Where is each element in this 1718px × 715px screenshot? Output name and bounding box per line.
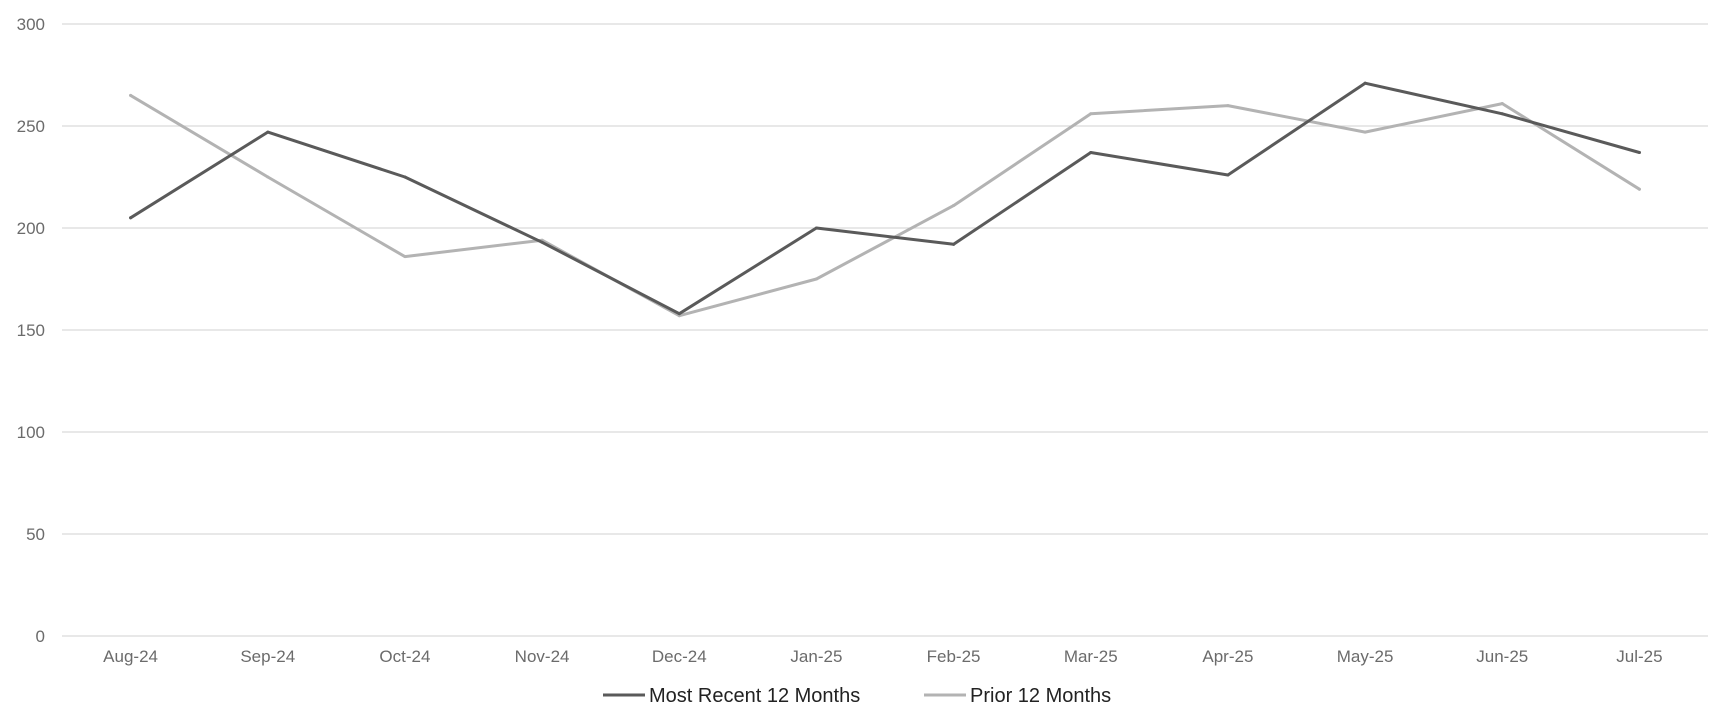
x-tick-label: Jun-25	[1476, 647, 1528, 666]
y-tick-label: 50	[26, 525, 45, 544]
data-point	[129, 93, 133, 97]
series-lines	[129, 81, 1641, 318]
data-point	[952, 242, 956, 246]
x-tick-label: Sep-24	[240, 647, 295, 666]
data-point	[1226, 104, 1230, 108]
y-tick-label: 0	[36, 627, 45, 646]
data-point	[1226, 173, 1230, 177]
legend-label: Prior 12 Months	[970, 685, 1111, 707]
series-line-most-recent	[129, 81, 1641, 316]
legend-item: Prior 12 Months	[924, 685, 1111, 707]
x-tick-label: Dec-24	[652, 647, 707, 666]
x-tick-label: Jul-25	[1616, 647, 1662, 666]
data-point	[1637, 151, 1641, 155]
data-point	[814, 277, 818, 281]
data-point	[1363, 130, 1367, 134]
data-point	[403, 175, 407, 179]
data-point	[129, 216, 133, 220]
x-tick-label: Nov-24	[515, 647, 570, 666]
legend: Most Recent 12 Months Prior 12 Months	[603, 685, 1111, 707]
y-tick-label: 300	[17, 15, 45, 34]
data-point	[1637, 187, 1641, 191]
x-tick-label: Oct-24	[379, 647, 430, 666]
data-point	[677, 312, 681, 316]
legend-label: Most Recent 12 Months	[649, 685, 860, 707]
gridlines	[62, 23, 1708, 637]
x-tick-label: Apr-25	[1202, 647, 1253, 666]
x-tick-label: May-25	[1337, 647, 1394, 666]
data-point	[1089, 151, 1093, 155]
y-tick-label: 200	[17, 219, 45, 238]
data-point	[1500, 102, 1504, 106]
data-point	[952, 204, 956, 208]
data-point	[1089, 112, 1093, 116]
data-point	[266, 175, 270, 179]
data-point	[266, 130, 270, 134]
data-point	[540, 240, 544, 244]
y-tick-label: 150	[17, 321, 45, 340]
x-tick-label: Mar-25	[1064, 647, 1118, 666]
data-point	[1363, 81, 1367, 85]
series-line-prior	[129, 93, 1641, 318]
x-axis-tick-labels: Aug-24 Sep-24 Oct-24 Nov-24 Dec-24 Jan-25 Feb-…	[103, 647, 1662, 666]
data-point	[1500, 112, 1504, 116]
x-tick-label: Jan-25	[790, 647, 842, 666]
y-tick-label: 250	[17, 117, 45, 136]
data-point	[814, 226, 818, 230]
data-point	[403, 255, 407, 259]
y-axis-tick-labels: 0 50 100 150 200 250 300	[17, 15, 45, 646]
y-tick-label: 100	[17, 423, 45, 442]
legend-item: Most Recent 12 Months	[603, 685, 860, 707]
x-tick-label: Feb-25	[927, 647, 981, 666]
x-tick-label: Aug-24	[103, 647, 158, 666]
